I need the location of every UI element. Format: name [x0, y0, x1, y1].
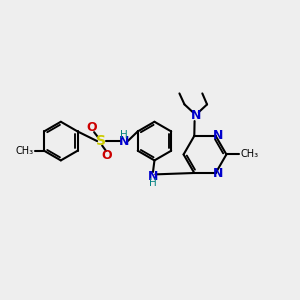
Text: S: S [96, 134, 106, 148]
Text: O: O [87, 121, 98, 134]
Text: N: N [148, 170, 158, 183]
Text: N: N [213, 167, 223, 180]
Text: H: H [149, 178, 157, 188]
Text: CH₃: CH₃ [15, 146, 33, 156]
Text: N: N [119, 135, 129, 148]
Text: O: O [101, 149, 112, 162]
Text: N: N [213, 129, 223, 142]
Text: N: N [190, 109, 201, 122]
Text: H: H [120, 130, 128, 140]
Text: CH₃: CH₃ [240, 149, 258, 160]
